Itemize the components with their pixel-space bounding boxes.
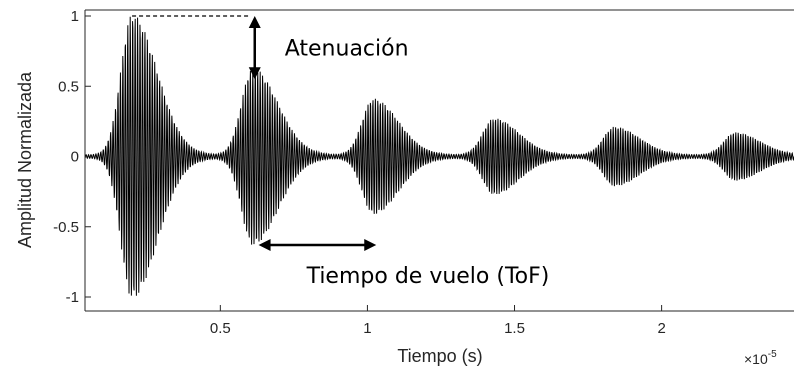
- plot-background: [85, 10, 794, 311]
- x-tick-label: 1.5: [504, 320, 525, 337]
- y-tick-label: 0.5: [58, 78, 79, 95]
- tof-arrowhead-left: [258, 239, 271, 252]
- x-ticks: 0.5 1 1.5 2: [210, 305, 666, 337]
- x-tick-label: 1: [363, 320, 371, 337]
- x-tick-label: 2: [657, 320, 665, 337]
- x-tick-label: 0.5: [210, 320, 231, 337]
- attenuation-label: Atenuación: [285, 37, 409, 62]
- x-exponent-label: ×10-5: [744, 349, 777, 367]
- y-tick-label: 0: [71, 149, 79, 166]
- tof-arrowhead-right: [364, 239, 377, 252]
- x-exponent-base: ×10: [744, 351, 768, 367]
- y-tick-label: -0.5: [53, 219, 79, 236]
- annotations: Atenuación Tiempo de vuelo (ToF): [132, 15, 550, 289]
- y-axis-label: Amplitud Normalizada: [15, 71, 35, 248]
- attenuation-arrowhead-bottom: [248, 67, 261, 80]
- plot-area: [84, 9, 794, 312]
- tof-label: Tiempo de vuelo (ToF): [306, 264, 550, 289]
- signal-series-line: [85, 16, 794, 296]
- y-ticks: -1 -0.5 0 0.5 1: [53, 8, 91, 306]
- x-exponent-power: -5: [768, 349, 777, 360]
- y-tick-label: -1: [66, 289, 79, 306]
- y-tick-label: 1: [71, 8, 79, 25]
- attenuation-arrowhead-top: [248, 16, 261, 28]
- x-axis-label: Tiempo (s): [397, 346, 482, 366]
